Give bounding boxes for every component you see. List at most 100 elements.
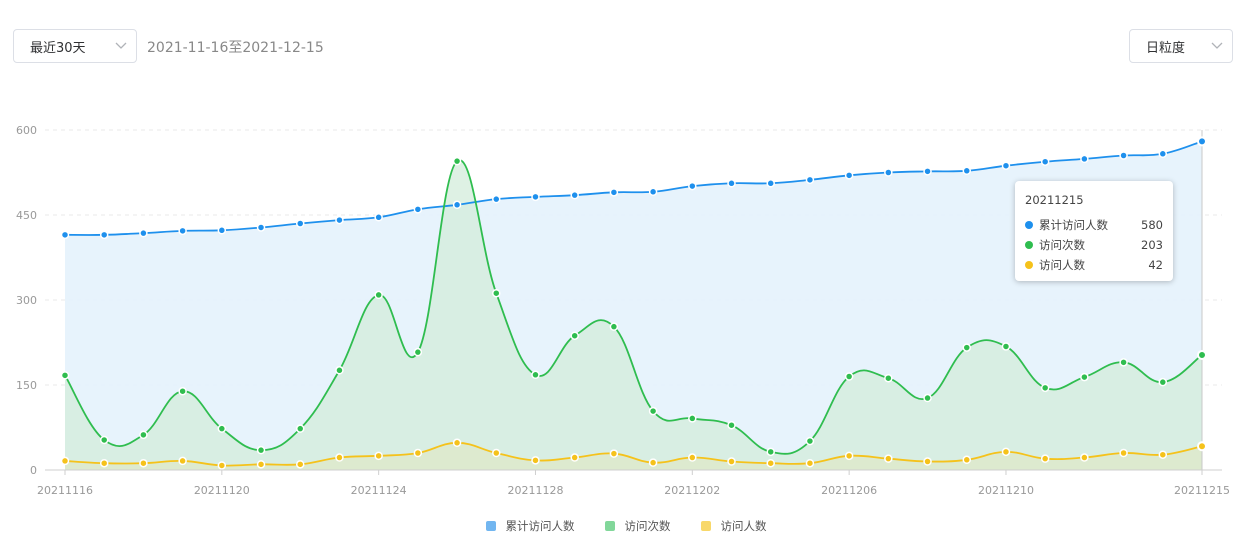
data-point[interactable] bbox=[1080, 372, 1089, 382]
data-point[interactable] bbox=[766, 179, 775, 188]
data-point[interactable] bbox=[139, 430, 148, 440]
data-point[interactable] bbox=[1197, 441, 1207, 452]
data-point[interactable] bbox=[923, 167, 932, 176]
data-point[interactable] bbox=[178, 226, 187, 236]
data-point[interactable] bbox=[295, 424, 305, 433]
data-point[interactable] bbox=[531, 370, 540, 380]
data-point[interactable] bbox=[139, 228, 148, 238]
data-point[interactable] bbox=[217, 461, 227, 470]
legend-item-visitors-total[interactable]: 累计访问人数 bbox=[485, 518, 575, 534]
data-point[interactable] bbox=[648, 458, 658, 467]
data-point[interactable] bbox=[923, 457, 932, 466]
granularity-select[interactable]: 日粒度 bbox=[1129, 29, 1233, 63]
data-point[interactable] bbox=[335, 453, 344, 462]
data-point[interactable] bbox=[60, 371, 70, 380]
data-point[interactable] bbox=[531, 192, 540, 202]
data-point[interactable] bbox=[766, 447, 775, 457]
data-point[interactable] bbox=[413, 448, 423, 458]
data-point[interactable] bbox=[1040, 383, 1050, 393]
data-point[interactable] bbox=[648, 406, 658, 416]
data-point[interactable] bbox=[1080, 453, 1089, 462]
data-point[interactable] bbox=[374, 290, 383, 300]
legend-label: 访问人数 bbox=[720, 519, 767, 533]
data-point[interactable] bbox=[335, 215, 344, 225]
data-point[interactable] bbox=[374, 213, 383, 222]
data-point[interactable] bbox=[1080, 154, 1089, 164]
data-point[interactable] bbox=[1001, 342, 1011, 351]
data-point[interactable] bbox=[962, 166, 972, 176]
data-point[interactable] bbox=[413, 347, 423, 357]
data-point[interactable] bbox=[1197, 136, 1207, 147]
data-point[interactable] bbox=[884, 454, 893, 463]
data-point[interactable] bbox=[1197, 349, 1207, 360]
data-point[interactable] bbox=[1119, 358, 1128, 367]
data-point[interactable] bbox=[805, 436, 815, 446]
data-point[interactable] bbox=[217, 226, 227, 235]
data-point[interactable] bbox=[452, 438, 462, 448]
data-point[interactable] bbox=[766, 458, 775, 468]
data-point[interactable] bbox=[844, 171, 854, 180]
data-point[interactable] bbox=[60, 456, 70, 466]
data-point[interactable] bbox=[884, 168, 893, 177]
data-point[interactable] bbox=[923, 393, 932, 403]
date-range-text: 2021-11-16至2021-12-15 bbox=[147, 40, 324, 56]
data-point[interactable] bbox=[805, 175, 815, 185]
data-point[interactable] bbox=[609, 188, 619, 197]
data-point[interactable] bbox=[844, 372, 854, 381]
data-point[interactable] bbox=[178, 386, 187, 396]
data-point[interactable] bbox=[805, 458, 815, 468]
data-point[interactable] bbox=[99, 435, 109, 445]
data-point[interactable] bbox=[295, 219, 305, 228]
data-point[interactable] bbox=[178, 456, 187, 466]
data-point[interactable] bbox=[1158, 377, 1168, 387]
chevron-down-icon bbox=[1202, 42, 1232, 50]
data-point[interactable] bbox=[1040, 157, 1050, 166]
data-point[interactable] bbox=[570, 331, 579, 340]
data-point[interactable] bbox=[492, 448, 501, 458]
data-point[interactable] bbox=[335, 366, 344, 375]
data-point[interactable] bbox=[99, 458, 109, 468]
data-point[interactable] bbox=[884, 373, 893, 383]
data-point[interactable] bbox=[60, 230, 70, 240]
legend-item-visits[interactable]: 访问次数 bbox=[604, 518, 671, 534]
data-point[interactable] bbox=[688, 414, 697, 423]
data-point[interactable] bbox=[99, 230, 109, 240]
data-point[interactable] bbox=[295, 460, 305, 469]
data-point[interactable] bbox=[688, 453, 697, 462]
data-point[interactable] bbox=[1001, 161, 1011, 170]
data-point[interactable] bbox=[609, 322, 619, 331]
data-point[interactable] bbox=[217, 424, 227, 433]
data-point[interactable] bbox=[256, 223, 266, 232]
data-point[interactable] bbox=[139, 458, 148, 468]
data-point[interactable] bbox=[452, 156, 462, 166]
data-point[interactable] bbox=[1158, 450, 1168, 459]
data-point[interactable] bbox=[688, 181, 697, 191]
data-point[interactable] bbox=[570, 453, 579, 462]
data-point[interactable] bbox=[256, 445, 266, 455]
data-point[interactable] bbox=[1158, 149, 1168, 159]
data-point[interactable] bbox=[1119, 151, 1128, 160]
data-point[interactable] bbox=[531, 456, 540, 465]
data-point[interactable] bbox=[452, 200, 462, 210]
range-select[interactable]: 最近30天 bbox=[13, 29, 137, 63]
data-point[interactable] bbox=[648, 187, 658, 197]
data-point[interactable] bbox=[492, 194, 501, 204]
chevron-down-icon bbox=[106, 42, 136, 50]
data-point[interactable] bbox=[844, 451, 854, 461]
data-point[interactable] bbox=[413, 205, 423, 214]
data-point[interactable] bbox=[374, 451, 383, 461]
data-point[interactable] bbox=[1040, 454, 1050, 463]
data-point[interactable] bbox=[962, 455, 972, 465]
data-point[interactable] bbox=[727, 457, 736, 466]
legend-item-visitors[interactable]: 访问人数 bbox=[700, 518, 767, 534]
data-point[interactable] bbox=[570, 190, 579, 200]
data-point[interactable] bbox=[1119, 448, 1128, 458]
tooltip-row-name: 累计访问人数 bbox=[1039, 218, 1108, 232]
data-point[interactable] bbox=[609, 449, 619, 458]
data-point[interactable] bbox=[256, 460, 266, 469]
data-point[interactable] bbox=[962, 343, 972, 352]
data-point[interactable] bbox=[727, 179, 736, 188]
data-point[interactable] bbox=[727, 420, 736, 430]
data-point[interactable] bbox=[1001, 447, 1011, 457]
data-point[interactable] bbox=[492, 288, 501, 298]
